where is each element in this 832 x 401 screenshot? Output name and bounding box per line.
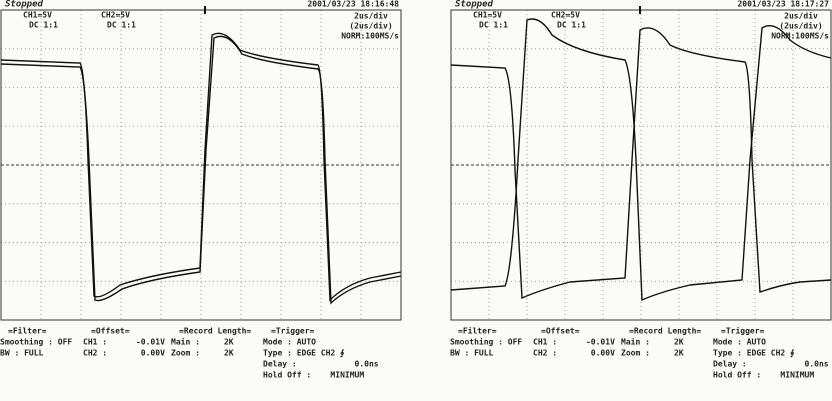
sampling: NORM:100MS/s (771, 32, 829, 41)
timestamp: 2001/03/23 18:16:48 (307, 0, 399, 9)
sampling: NORM:100MS/s (341, 32, 399, 41)
footer-heading: =Filter= (8, 326, 47, 336)
timebase-note: (2us/div) (349, 21, 392, 31)
timestamp: 2001/03/23 18:17:27 (737, 0, 829, 9)
footer-line: CH1 : -0.01V (533, 338, 615, 347)
footer-heading: =Trigger= (721, 326, 765, 336)
footer-heading: =Record Length= (179, 327, 251, 336)
footer-line: Delay : 0.0ns (263, 360, 379, 369)
footer-line: Smoothing : OFF (0, 337, 72, 347)
footer-line: Hold Off : MINIMUM (713, 371, 814, 380)
ch2-coupling: DC 1:1 (107, 21, 136, 30)
footer-line: Zoom : 2K (621, 349, 684, 358)
timebase: 2us/div (354, 11, 388, 21)
footer-heading: =Filter= (458, 326, 497, 336)
footer-line: Mode : AUTO (713, 338, 766, 347)
footer-heading: =Record Length= (629, 327, 701, 336)
ch2-coupling: DC 1:1 (557, 21, 586, 30)
status: Stopped (5, 0, 44, 10)
footer-line: CH2 : 0.00V (83, 349, 165, 358)
footer-line: Type : EDGE CH2 ∮ (713, 349, 794, 358)
footer-heading: =Offset= (541, 327, 580, 336)
footer-line: Main : 2K (171, 337, 234, 347)
timebase: 2us/div (784, 11, 818, 21)
ch1-coupling: DC 1:1 (479, 21, 508, 30)
footer-line: CH2 : 0.00V (533, 349, 615, 358)
footer-line: BW : FULL (0, 349, 44, 358)
footer-heading: =Offset= (91, 327, 130, 336)
footer-line: Hold Off : MINIMUM (263, 371, 364, 380)
ch1-scale: CH1=5V (473, 11, 502, 20)
ch2-scale: CH2=5V (551, 11, 580, 20)
ch1-scale: CH1=5V (23, 11, 52, 20)
footer-line: Smoothing : OFF (450, 337, 522, 347)
timebase-note: (2us/div) (779, 21, 822, 31)
footer-line: BW : FULL (450, 349, 494, 358)
footer-line: Type : EDGE CH2 ∮ (263, 349, 344, 358)
ch2-scale: CH2=5V (101, 11, 130, 20)
footer-line: CH1 : -0.01V (83, 338, 165, 347)
footer-line: Zoom : 2K (171, 349, 234, 358)
ch1-coupling: DC 1:1 (29, 21, 58, 30)
footer-line: Delay : 0.0ns (713, 360, 829, 369)
screenshot: StoppedCH1=5VDC 1:1CH2=5VDC 1:12001/03/2… (0, 0, 832, 401)
footer-line: Mode : AUTO (263, 338, 316, 347)
footer-heading: =Trigger= (271, 326, 315, 336)
status: Stopped (455, 0, 494, 10)
footer-line: Main : 2K (621, 337, 684, 347)
